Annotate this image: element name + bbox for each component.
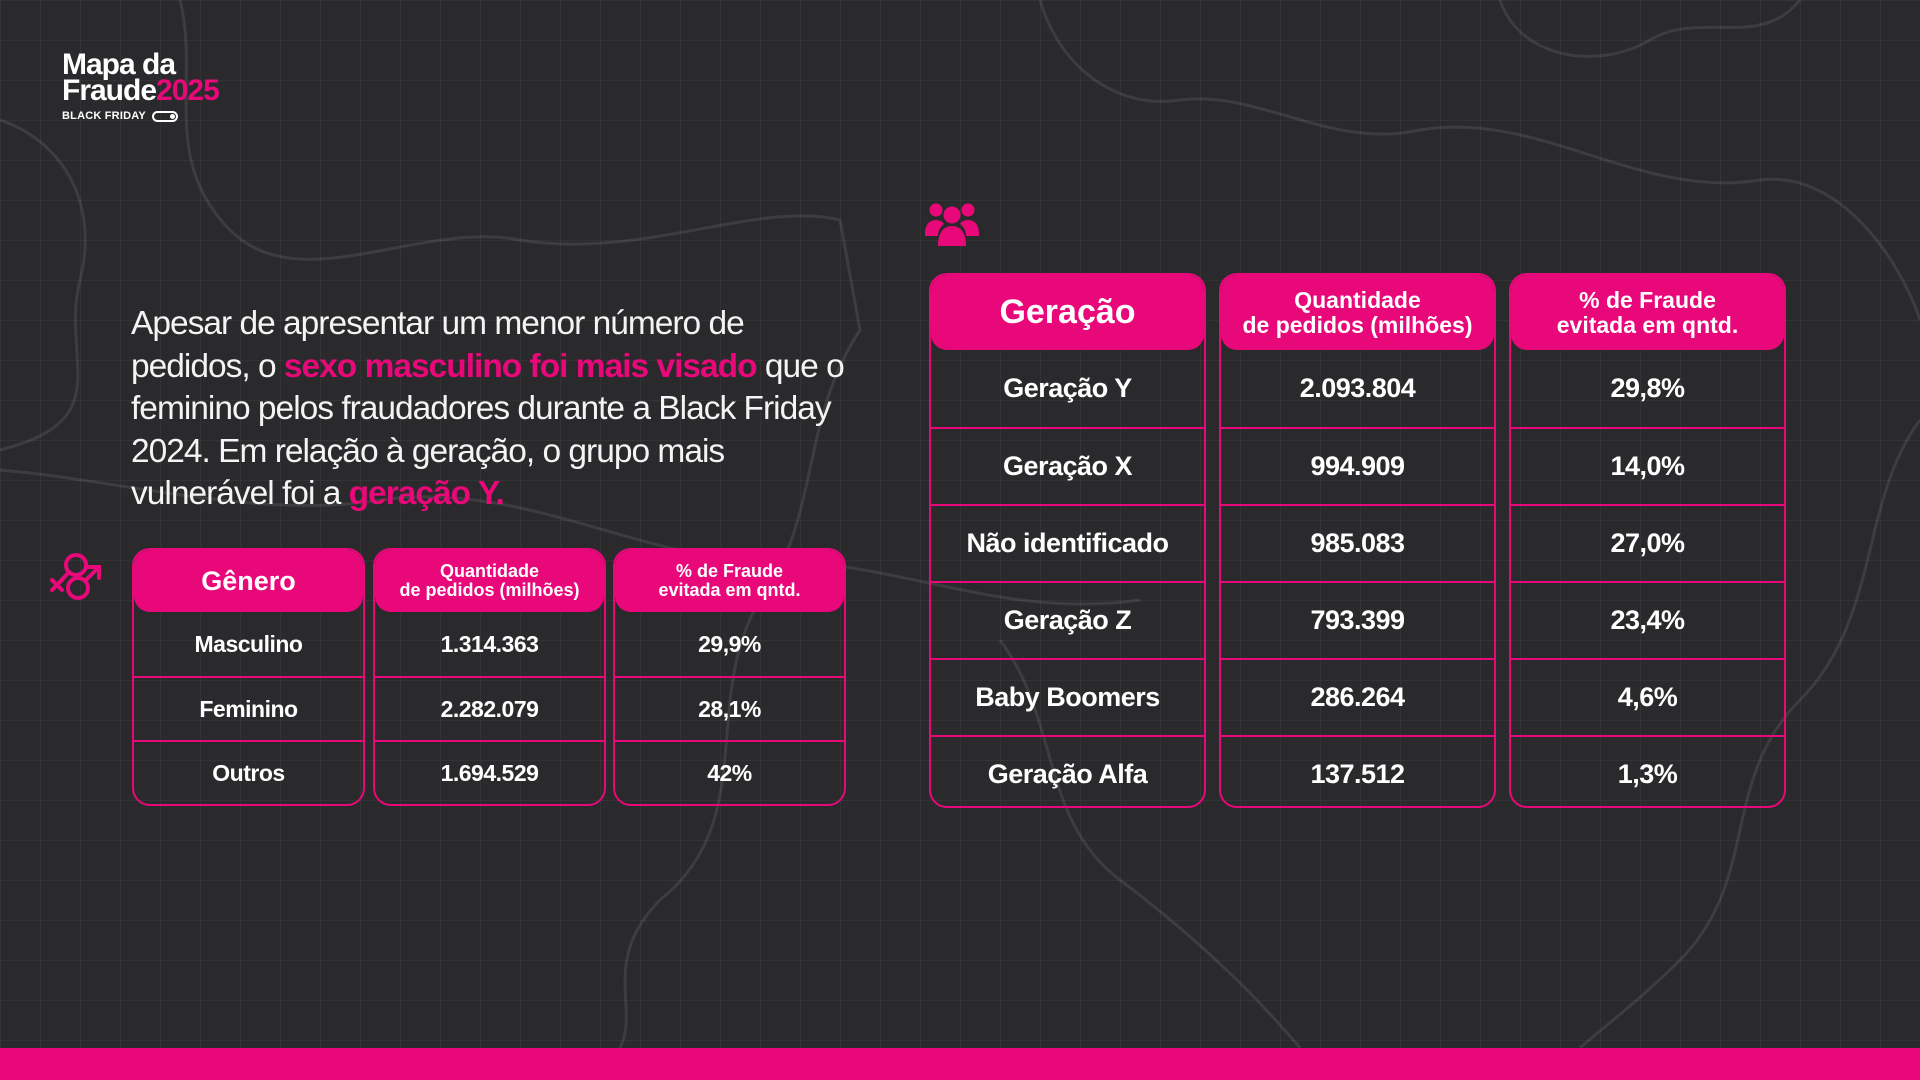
fraud-percent-header: % de Fraude evitada em qntd. bbox=[615, 550, 844, 612]
logo-subtitle: BLACK FRIDAY bbox=[62, 110, 146, 122]
table-cell: Geração Alfa bbox=[931, 735, 1204, 806]
background-map-outline bbox=[0, 0, 1920, 1048]
logo-title-line1: Mapa da bbox=[62, 48, 176, 81]
table-cell: Outros bbox=[134, 740, 363, 804]
table-cell: 985.083 bbox=[1221, 504, 1494, 581]
table-cell: Baby Boomers bbox=[931, 658, 1204, 735]
table-cell: 1.694.529 bbox=[375, 740, 604, 804]
gender-header: Gênero bbox=[134, 550, 363, 612]
logo-subtitle-row: BLACK FRIDAY bbox=[62, 110, 219, 122]
table-cell: 137.512 bbox=[1221, 735, 1494, 806]
gender-column: Gênero Masculino Feminino Outros bbox=[132, 548, 365, 806]
quantity-header: Quantidade de pedidos (milhões) bbox=[1221, 275, 1494, 350]
toggle-icon bbox=[151, 110, 178, 122]
fraud-percent-header: % de Fraude evitada em qntd. bbox=[1511, 275, 1784, 350]
brand-logo: Mapa da Fraude2025 BLACK FRIDAY bbox=[62, 48, 220, 123]
table-cell: Geração Z bbox=[931, 581, 1204, 658]
table-cell: 1.314.363 bbox=[440, 630, 539, 657]
generation-header: Geração bbox=[931, 275, 1204, 350]
people-group-icon bbox=[925, 203, 979, 246]
gender-fraud-percent-column: % de Fraude evitada em qntd. 29,9% 28,1%… bbox=[613, 548, 846, 806]
table-cell: Geração Y bbox=[1003, 373, 1132, 403]
logo-title-line2: Fraude2025 bbox=[62, 76, 220, 106]
generation-fraud-percent-column: % de Fraude evitada em qntd. 29,8% 14,0%… bbox=[1509, 273, 1786, 808]
table-cell: Não identificado bbox=[931, 504, 1204, 581]
table-cell: 994.909 bbox=[1221, 427, 1494, 504]
footer-accent-bar bbox=[0, 1048, 1920, 1080]
table-cell: 29,8% bbox=[1610, 373, 1685, 403]
gender-symbols-icon bbox=[50, 553, 101, 600]
generation-quantity-column: Quantidade de pedidos (milhões) 2.093.80… bbox=[1219, 273, 1496, 808]
table-cell: 23,4% bbox=[1511, 581, 1784, 658]
intro-paragraph: Apesar de apresentar um menor número de … bbox=[131, 303, 851, 516]
table-cell: 4,6% bbox=[1511, 658, 1784, 735]
logo-year: 2025 bbox=[156, 74, 220, 107]
table-cell: 28,1% bbox=[615, 676, 844, 740]
table-cell: Feminino bbox=[134, 676, 363, 740]
table-cell: 14,0% bbox=[1511, 427, 1784, 504]
table-cell: 29,9% bbox=[698, 630, 761, 657]
intro-highlight-1: sexo masculino foi mais visado bbox=[283, 347, 758, 385]
gender-quantity-column: Quantidade de pedidos (milhões) 1.314.36… bbox=[373, 548, 606, 806]
generation-column: Geração Geração Y Geração X Não identifi… bbox=[929, 273, 1206, 808]
table-cell: 793.399 bbox=[1221, 581, 1494, 658]
logo-title-word: Fraude bbox=[62, 74, 157, 107]
intro-highlight-2: geração Y. bbox=[348, 475, 505, 512]
table-cell: 27,0% bbox=[1511, 504, 1784, 581]
table-cell: 286.264 bbox=[1221, 658, 1494, 735]
table-cell: Geração X bbox=[931, 427, 1204, 504]
intro-text-2: que o feminino pelos fraudadores durante… bbox=[131, 347, 845, 513]
table-cell: Masculino bbox=[194, 630, 303, 657]
table-cell: 42% bbox=[615, 740, 844, 804]
table-cell: 2.282.079 bbox=[375, 676, 604, 740]
intro-text-1: Apesar de apresentar um menor número de … bbox=[131, 305, 745, 385]
table-cell: 1,3% bbox=[1511, 735, 1784, 806]
quantity-header: Quantidade de pedidos (milhões) bbox=[375, 550, 604, 612]
background-grid bbox=[0, 0, 1920, 1048]
table-cell: 2.093.804 bbox=[1299, 373, 1416, 403]
